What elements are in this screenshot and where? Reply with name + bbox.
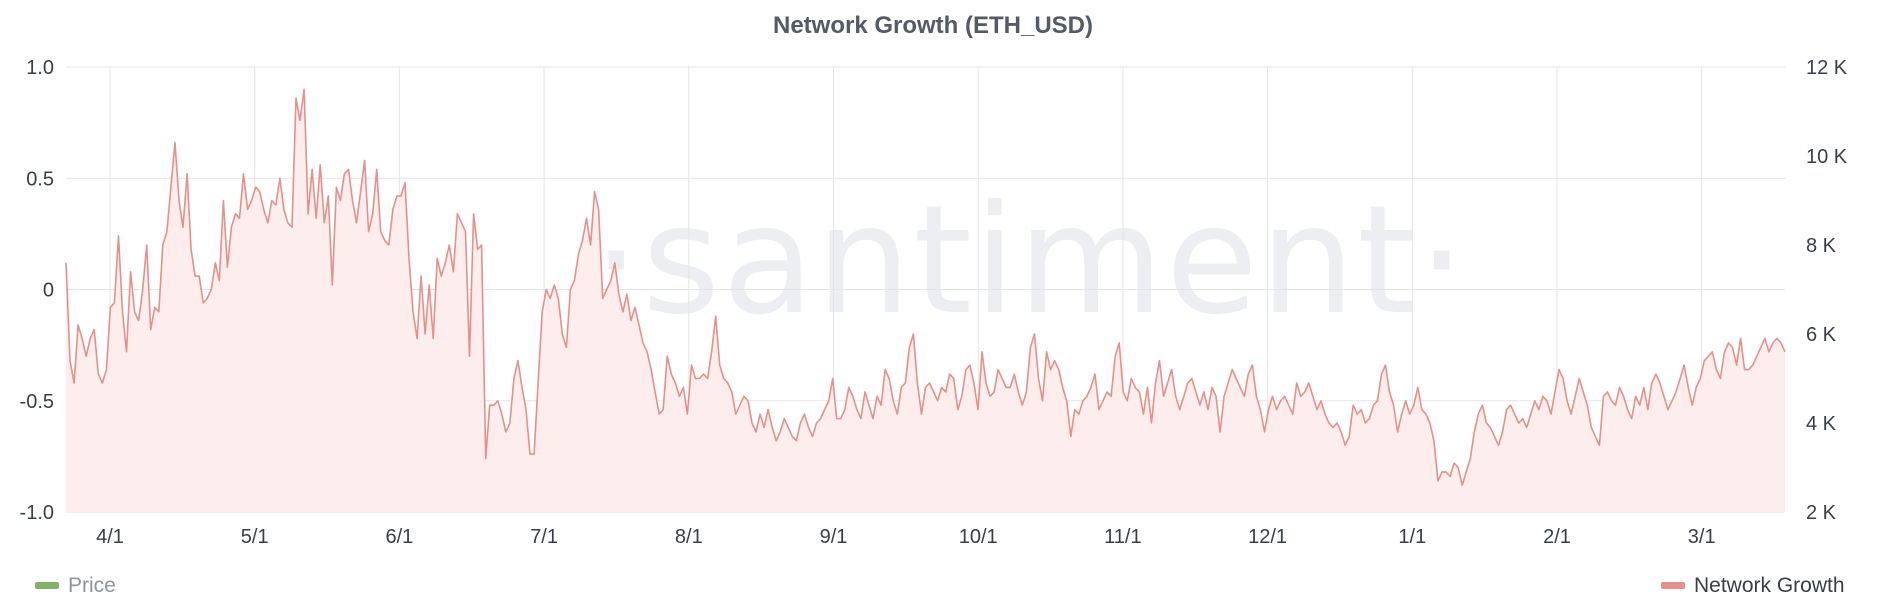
x-tick-label: 1/1: [1398, 526, 1426, 548]
x-tick-label: 9/1: [820, 526, 848, 548]
network-growth-line[interactable]: [65, 88, 1786, 487]
network-growth-area: [66, 89, 1785, 513]
legend-network-growth[interactable]: Network Growth: [1661, 574, 1845, 597]
y-left-tick-label: 0.5: [26, 168, 54, 190]
x-tick-label: 3/1: [1688, 526, 1716, 548]
left-y-axis: 1.0 0.5 0 -0.5 -1.0: [20, 57, 54, 524]
y-right-tick-label: 6 K: [1806, 324, 1837, 346]
legend-network-growth-swatch: [1661, 582, 1685, 589]
x-tick-label: 7/1: [530, 526, 558, 548]
x-tick-label: 8/1: [675, 526, 703, 548]
x-axis: 4/1 5/1 6/1 7/1 8/1 9/1 10/1 11/1 12/1 1/1 2/1 3/1: [96, 526, 1716, 548]
y-left-tick-label: -0.5: [20, 391, 54, 413]
x-tick-label: 10/1: [959, 526, 998, 548]
x-tick-label: 12/1: [1248, 526, 1287, 548]
x-tick-label: 4/1: [96, 526, 124, 548]
y-right-tick-label: 10 K: [1806, 146, 1848, 168]
legend-price-swatch: [35, 582, 59, 589]
chart-title: Network Growth (ETH_USD): [773, 12, 1093, 39]
x-tick-label: 11/1: [1104, 526, 1141, 548]
watermark-text: ·santiment·: [592, 174, 1467, 348]
legend-network-growth-label: Network Growth: [1694, 574, 1845, 597]
y-right-tick-label: 4 K: [1806, 413, 1837, 435]
y-right-tick-label: 12 K: [1806, 57, 1848, 79]
legend-price[interactable]: Price: [35, 574, 116, 597]
y-right-tick-label: 2 K: [1806, 502, 1837, 524]
legend-price-label: Price: [68, 574, 116, 597]
x-tick-label: 2/1: [1543, 526, 1571, 548]
x-tick-label: 5/1: [241, 526, 269, 548]
area-layer: [66, 89, 1785, 513]
y-left-tick-label: -1.0: [20, 502, 54, 524]
line-layer: [65, 88, 1786, 487]
y-right-tick-label: 8 K: [1806, 235, 1837, 257]
x-tick-label: 6/1: [385, 526, 413, 548]
y-left-tick-label: 1.0: [26, 57, 54, 79]
y-left-tick-label: 0: [43, 280, 54, 302]
right-y-axis: 12 K 10 K 8 K 6 K 4 K 2 K: [1806, 57, 1848, 524]
